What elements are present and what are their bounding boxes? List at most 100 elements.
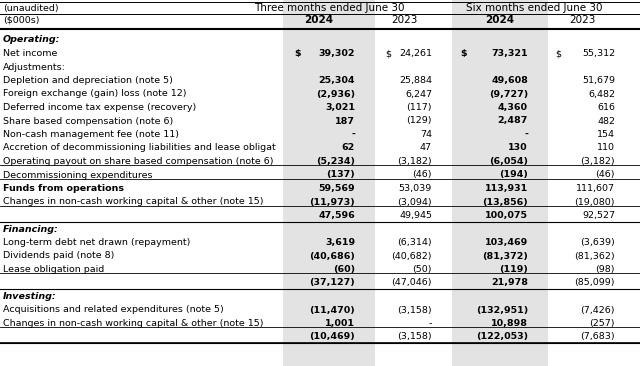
Text: 1,001: 1,001 — [325, 319, 355, 328]
Text: Financing:: Financing: — [3, 224, 59, 234]
Text: (7,683): (7,683) — [580, 332, 615, 341]
Text: (257): (257) — [589, 319, 615, 328]
Text: Changes in non-cash working capital & other (note 15): Changes in non-cash working capital & ot… — [3, 198, 264, 206]
Text: Long-term debt net drawn (repayment): Long-term debt net drawn (repayment) — [3, 238, 190, 247]
Text: (47,046): (47,046) — [392, 279, 432, 288]
Text: 154: 154 — [597, 130, 615, 139]
Text: 25,884: 25,884 — [399, 76, 432, 85]
Text: 55,312: 55,312 — [582, 49, 615, 58]
Text: $: $ — [460, 49, 467, 58]
Text: 59,569: 59,569 — [318, 184, 355, 193]
Text: (3,639): (3,639) — [580, 238, 615, 247]
Text: Operating:: Operating: — [3, 36, 60, 45]
Text: (46): (46) — [413, 171, 432, 179]
Text: (129): (129) — [406, 116, 432, 126]
Text: ($000s): ($000s) — [3, 15, 40, 25]
Text: 3,021: 3,021 — [325, 103, 355, 112]
Text: (85,099): (85,099) — [575, 279, 615, 288]
Text: Adjustments:: Adjustments: — [3, 63, 66, 71]
Text: 25,304: 25,304 — [319, 76, 355, 85]
Text: 6,247: 6,247 — [405, 90, 432, 98]
Text: 100,075: 100,075 — [485, 211, 528, 220]
Text: 113,931: 113,931 — [484, 184, 528, 193]
Text: 51,679: 51,679 — [582, 76, 615, 85]
Text: 39,302: 39,302 — [319, 49, 355, 58]
Text: 2024: 2024 — [485, 15, 515, 25]
Text: 3,619: 3,619 — [325, 238, 355, 247]
Text: (122,053): (122,053) — [476, 332, 528, 341]
Text: (40,686): (40,686) — [309, 251, 355, 261]
Text: 130: 130 — [508, 143, 528, 153]
Text: (117): (117) — [406, 103, 432, 112]
Text: (6,314): (6,314) — [397, 238, 432, 247]
Text: (6,054): (6,054) — [489, 157, 528, 166]
Text: (137): (137) — [326, 171, 355, 179]
Text: 616: 616 — [597, 103, 615, 112]
Text: 74: 74 — [420, 130, 432, 139]
Text: Decommissioning expenditures: Decommissioning expenditures — [3, 171, 152, 179]
Text: $: $ — [385, 49, 391, 58]
Text: (3,182): (3,182) — [397, 157, 432, 166]
Text: (132,951): (132,951) — [476, 306, 528, 314]
Text: (119): (119) — [499, 265, 528, 274]
Text: (3,158): (3,158) — [397, 332, 432, 341]
Text: Operating payout on share based compensation (note 6): Operating payout on share based compensa… — [3, 157, 273, 166]
Text: (3,182): (3,182) — [580, 157, 615, 166]
Text: 24,261: 24,261 — [399, 49, 432, 58]
Text: Dividends paid (note 8): Dividends paid (note 8) — [3, 251, 115, 261]
Text: Six months ended June 30: Six months ended June 30 — [466, 3, 602, 13]
Text: -: - — [524, 130, 528, 139]
Text: Net income: Net income — [3, 49, 58, 58]
Text: Share based compensation (note 6): Share based compensation (note 6) — [3, 116, 173, 126]
Text: 21,978: 21,978 — [491, 279, 528, 288]
Text: (10,469): (10,469) — [309, 332, 355, 341]
Text: 10,898: 10,898 — [491, 319, 528, 328]
Text: (9,727): (9,727) — [489, 90, 528, 98]
Text: 92,527: 92,527 — [582, 211, 615, 220]
Text: 187: 187 — [335, 116, 355, 126]
Text: 49,945: 49,945 — [399, 211, 432, 220]
Text: 103,469: 103,469 — [484, 238, 528, 247]
Text: (37,127): (37,127) — [309, 279, 355, 288]
Text: (19,080): (19,080) — [575, 198, 615, 206]
Text: Deferred income tax expense (recovery): Deferred income tax expense (recovery) — [3, 103, 196, 112]
Text: 6,482: 6,482 — [588, 90, 615, 98]
Text: (50): (50) — [413, 265, 432, 274]
Text: Accretion of decommissioning liabilities and lease obligat: Accretion of decommissioning liabilities… — [3, 143, 276, 153]
Text: (40,682): (40,682) — [392, 251, 432, 261]
Text: (81,372): (81,372) — [482, 251, 528, 261]
Text: 2024: 2024 — [305, 15, 333, 25]
Text: 482: 482 — [597, 116, 615, 126]
Text: (46): (46) — [595, 171, 615, 179]
Bar — [452, 0, 548, 366]
Text: Investing:: Investing: — [3, 292, 56, 301]
Text: (60): (60) — [333, 265, 355, 274]
Text: $: $ — [294, 49, 301, 58]
Text: (81,362): (81,362) — [574, 251, 615, 261]
Text: 4,360: 4,360 — [498, 103, 528, 112]
Text: (11,470): (11,470) — [309, 306, 355, 314]
Text: Foreign exchange (gain) loss (note 12): Foreign exchange (gain) loss (note 12) — [3, 90, 186, 98]
Text: Changes in non-cash working capital & other (note 15): Changes in non-cash working capital & ot… — [3, 319, 264, 328]
Text: (98): (98) — [595, 265, 615, 274]
Text: 2,487: 2,487 — [498, 116, 528, 126]
Text: -: - — [429, 319, 432, 328]
Text: 47,596: 47,596 — [318, 211, 355, 220]
Text: Funds from operations: Funds from operations — [3, 184, 124, 193]
Text: 110: 110 — [597, 143, 615, 153]
Text: (3,094): (3,094) — [397, 198, 432, 206]
Text: 111,607: 111,607 — [576, 184, 615, 193]
Text: Non-cash management fee (note 11): Non-cash management fee (note 11) — [3, 130, 179, 139]
Text: 2023: 2023 — [569, 15, 595, 25]
Text: 49,608: 49,608 — [491, 76, 528, 85]
Text: (3,158): (3,158) — [397, 306, 432, 314]
Text: (194): (194) — [499, 171, 528, 179]
Text: (7,426): (7,426) — [580, 306, 615, 314]
Text: Acquisitions and related expenditures (note 5): Acquisitions and related expenditures (n… — [3, 306, 224, 314]
Text: 47: 47 — [420, 143, 432, 153]
Text: Three months ended June 30: Three months ended June 30 — [253, 3, 404, 13]
Text: (unaudited): (unaudited) — [3, 4, 59, 12]
Text: 62: 62 — [342, 143, 355, 153]
Text: Depletion and depreciation (note 5): Depletion and depreciation (note 5) — [3, 76, 173, 85]
Text: (13,856): (13,856) — [483, 198, 528, 206]
